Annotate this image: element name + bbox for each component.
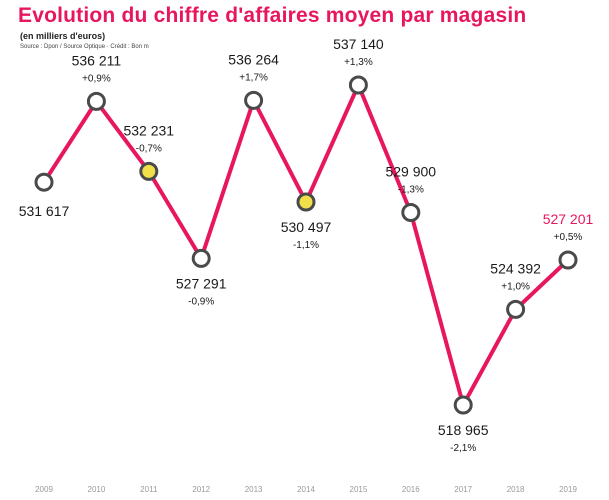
data-point	[296, 192, 316, 212]
change-label: -1,3%	[398, 185, 424, 196]
x-tick-label: 2010	[88, 485, 106, 494]
data-point	[506, 299, 526, 319]
value-label: 527 291	[176, 275, 227, 291]
value-label: 536 264	[228, 51, 279, 67]
value-label: 529 900	[385, 164, 436, 180]
value-label: 532 231	[123, 122, 174, 138]
data-point	[558, 250, 578, 270]
value-label: 537 140	[333, 36, 384, 52]
change-label: -0,7%	[136, 143, 162, 154]
data-point	[244, 90, 264, 110]
change-label: +0,9%	[82, 73, 111, 84]
x-tick-label: 2016	[402, 485, 420, 494]
x-tick-label: 2014	[297, 485, 315, 494]
change-label: -0,9%	[188, 296, 214, 307]
x-tick-label: 2017	[454, 485, 472, 494]
data-point	[191, 248, 211, 268]
data-point	[348, 75, 368, 95]
data-point	[34, 172, 54, 192]
x-tick-label: 2019	[559, 485, 577, 494]
markers-layer	[34, 75, 578, 415]
chart-subtitle: (en milliers d'euros)	[20, 31, 106, 41]
change-label: -2,1%	[450, 443, 476, 454]
value-label: 531 617	[19, 203, 70, 219]
labels-layer: 531 617 536 211 +0,9% 532 231 -0,7% 527 291 -0…	[19, 36, 594, 454]
chart-source: Source : Dpon / Source Optique · Crédit …	[20, 44, 149, 50]
chart-title: Evolution du chiffre d'affaires moyen pa…	[18, 4, 527, 27]
change-label: -1,1%	[293, 240, 319, 251]
x-tick-label: 2011	[140, 485, 158, 494]
change-label: +1,7%	[239, 72, 268, 83]
change-label: +1,3%	[344, 57, 373, 68]
x-tick-label: 2009	[35, 485, 53, 494]
change-label: +1,0%	[501, 281, 530, 292]
x-tick-label: 2018	[507, 485, 525, 494]
x-axis-ticks: 2009 2010 2011 2012 2013 2014 2015 2016 2017 2018…	[35, 485, 577, 494]
value-label: 524 392	[490, 260, 541, 276]
value-label: 530 497	[281, 219, 332, 235]
value-label: 536 211	[72, 52, 122, 68]
x-tick-label: 2012	[192, 485, 210, 494]
x-tick-label: 2015	[350, 485, 368, 494]
value-label: 527 201	[543, 211, 594, 227]
x-tick-label: 2013	[245, 485, 263, 494]
data-point	[401, 203, 421, 222]
data-point	[139, 161, 159, 181]
change-label: +0,5%	[554, 232, 583, 243]
data-point	[86, 91, 106, 111]
value-label: 518 965	[438, 422, 489, 438]
data-point	[453, 395, 473, 415]
